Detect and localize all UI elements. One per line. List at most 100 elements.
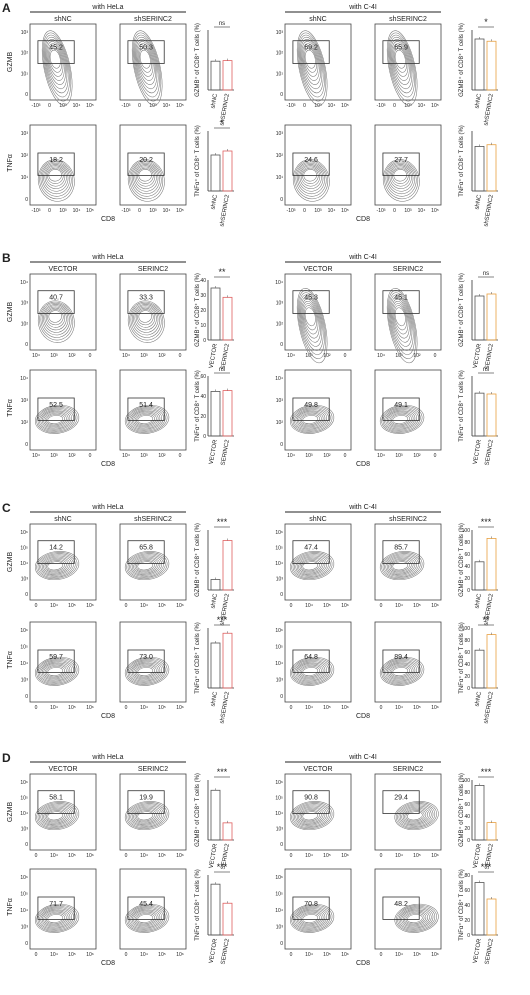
flow-contour xyxy=(382,659,421,684)
flow-plot: 10³ 10² 10¹ 0 -10³ 0 10³ 10⁴ 10⁵ 69.2 xyxy=(276,23,352,109)
y-tick-label: 0 xyxy=(280,842,283,848)
flow-contour xyxy=(129,660,164,683)
significance-label: *** xyxy=(481,767,492,777)
flow-contour xyxy=(292,159,330,202)
flow-plot-frame xyxy=(374,369,442,451)
flow-contour xyxy=(48,47,63,73)
x-tick-label: 10⁵ xyxy=(341,103,349,109)
gate-box xyxy=(382,790,420,814)
x-tick-label: -10³ xyxy=(377,103,386,109)
flow-contour xyxy=(37,407,76,432)
gate-percentage: 69.2 xyxy=(304,45,318,52)
flow-contour xyxy=(303,45,319,77)
gate-percentage: 89.4 xyxy=(394,654,408,661)
flow-contour xyxy=(127,300,165,343)
flow-contour xyxy=(138,45,154,77)
flow-contour xyxy=(46,912,65,925)
condition-label: shSERINC2 xyxy=(134,16,172,23)
x-tick-label: 10² xyxy=(68,453,76,459)
condition-label: shNC xyxy=(309,516,327,523)
bar-y-tick: 60 xyxy=(464,888,470,894)
flow-contour xyxy=(131,410,161,429)
x-tick-label: 0 xyxy=(434,453,437,459)
flow-contour xyxy=(289,903,335,933)
gate-percentage: 58.1 xyxy=(49,795,63,802)
y-tick-label: 10³ xyxy=(21,398,29,404)
y-tick-label: 10⁴ xyxy=(275,811,283,817)
x-tick-label: -10³ xyxy=(32,208,41,214)
flow-contour xyxy=(41,909,71,928)
flow-contour xyxy=(127,159,165,202)
gate-percentage: 27.7 xyxy=(394,157,408,164)
gate-percentage: 48.2 xyxy=(394,901,408,908)
gate-percentage: 47.4 xyxy=(304,545,318,552)
flow-contour xyxy=(389,165,412,190)
bar-category-label: SERINC2 xyxy=(221,439,232,466)
bar-category-label: VECTOR xyxy=(209,439,219,465)
bar-y-tick: 0 xyxy=(467,686,470,692)
flow-contour xyxy=(42,32,72,102)
y-tick-label: 10⁴ xyxy=(275,561,283,567)
x-tick-label: 0 xyxy=(303,103,306,109)
x-tick-label: 10³ xyxy=(140,353,148,359)
flow-contour xyxy=(134,559,157,573)
x-tick-label: 0 xyxy=(179,353,182,359)
flow-contour xyxy=(401,909,430,928)
flow-plot: 10⁶ 10⁵ 10⁴ 10³ 0 0 10⁴ 10⁵ 10⁶ 64.8 xyxy=(275,621,352,711)
significance-label: *** xyxy=(217,517,228,527)
flow-plot-frame xyxy=(119,621,187,703)
flow-contour xyxy=(39,301,74,341)
flow-contour xyxy=(392,167,409,184)
condition-label: SERINC2 xyxy=(138,766,168,773)
flow-contour xyxy=(390,166,411,187)
gate-box xyxy=(382,152,420,176)
flow-contour xyxy=(137,561,154,571)
bar-y-tick: 100 xyxy=(462,626,471,632)
cell-line-label: with C-4I xyxy=(348,254,377,261)
flow-contour xyxy=(292,803,331,828)
x-tick-label: 10⁵ xyxy=(323,603,331,609)
bar xyxy=(474,295,485,341)
flow-contour xyxy=(302,811,319,821)
flow-contour xyxy=(134,412,157,427)
flow-contour xyxy=(135,39,158,90)
x-tick-label: 10⁴ xyxy=(50,705,58,711)
condition-label: shSERINC2 xyxy=(134,516,172,523)
x-tick-label: 0 xyxy=(35,853,38,859)
flow-contour xyxy=(381,405,423,433)
flow-contour xyxy=(395,904,437,932)
flow-contour xyxy=(298,411,324,428)
x-axis-label-cd8: CD8 xyxy=(101,216,115,223)
flow-contour xyxy=(301,810,320,822)
flow-contour xyxy=(126,657,168,685)
flow-contour xyxy=(44,911,67,926)
y-tick-label: 0 xyxy=(280,941,283,947)
flow-contour xyxy=(391,560,410,572)
flow-contour xyxy=(398,804,434,827)
x-tick-label: 10⁴ xyxy=(140,603,148,609)
x-tick-label: 10³ xyxy=(50,453,58,459)
flow-contour xyxy=(37,159,75,202)
bar-chart: TNFα⁺ of CD8⁺ T cells (%)100 80 60 40 20 0 shN… xyxy=(458,615,498,724)
bar-category-label: SERINC2 xyxy=(485,938,496,965)
flow-contour xyxy=(400,908,432,929)
x-tick-label: 10⁵ xyxy=(323,705,331,711)
bar-y-axis-label: GZMB⁺ of CD8⁺ T cells (%) xyxy=(458,273,465,347)
gate-percentage: 24.6 xyxy=(304,157,318,164)
y-tick-label: 10² xyxy=(276,51,284,57)
bar-y-tick: 10 xyxy=(200,323,206,329)
y-tick-label: 0 xyxy=(280,197,283,203)
flow-contour xyxy=(136,41,156,85)
x-tick-label: 0 xyxy=(138,103,141,109)
bar-category-label: SERINC2 xyxy=(221,938,232,965)
bar-category-label: VECTOR xyxy=(209,843,219,869)
flow-contour xyxy=(36,904,78,932)
flow-contour xyxy=(296,662,326,681)
y-tick-label: 0 xyxy=(280,92,283,98)
gate-box xyxy=(127,290,165,314)
x-tick-label: 0 xyxy=(179,453,182,459)
significance-label: ns xyxy=(219,367,225,373)
gate-percentage: 70.8 xyxy=(304,901,318,908)
bar-category-label: shNC xyxy=(474,593,483,609)
y-tick-label: 10⁶ xyxy=(20,875,28,881)
